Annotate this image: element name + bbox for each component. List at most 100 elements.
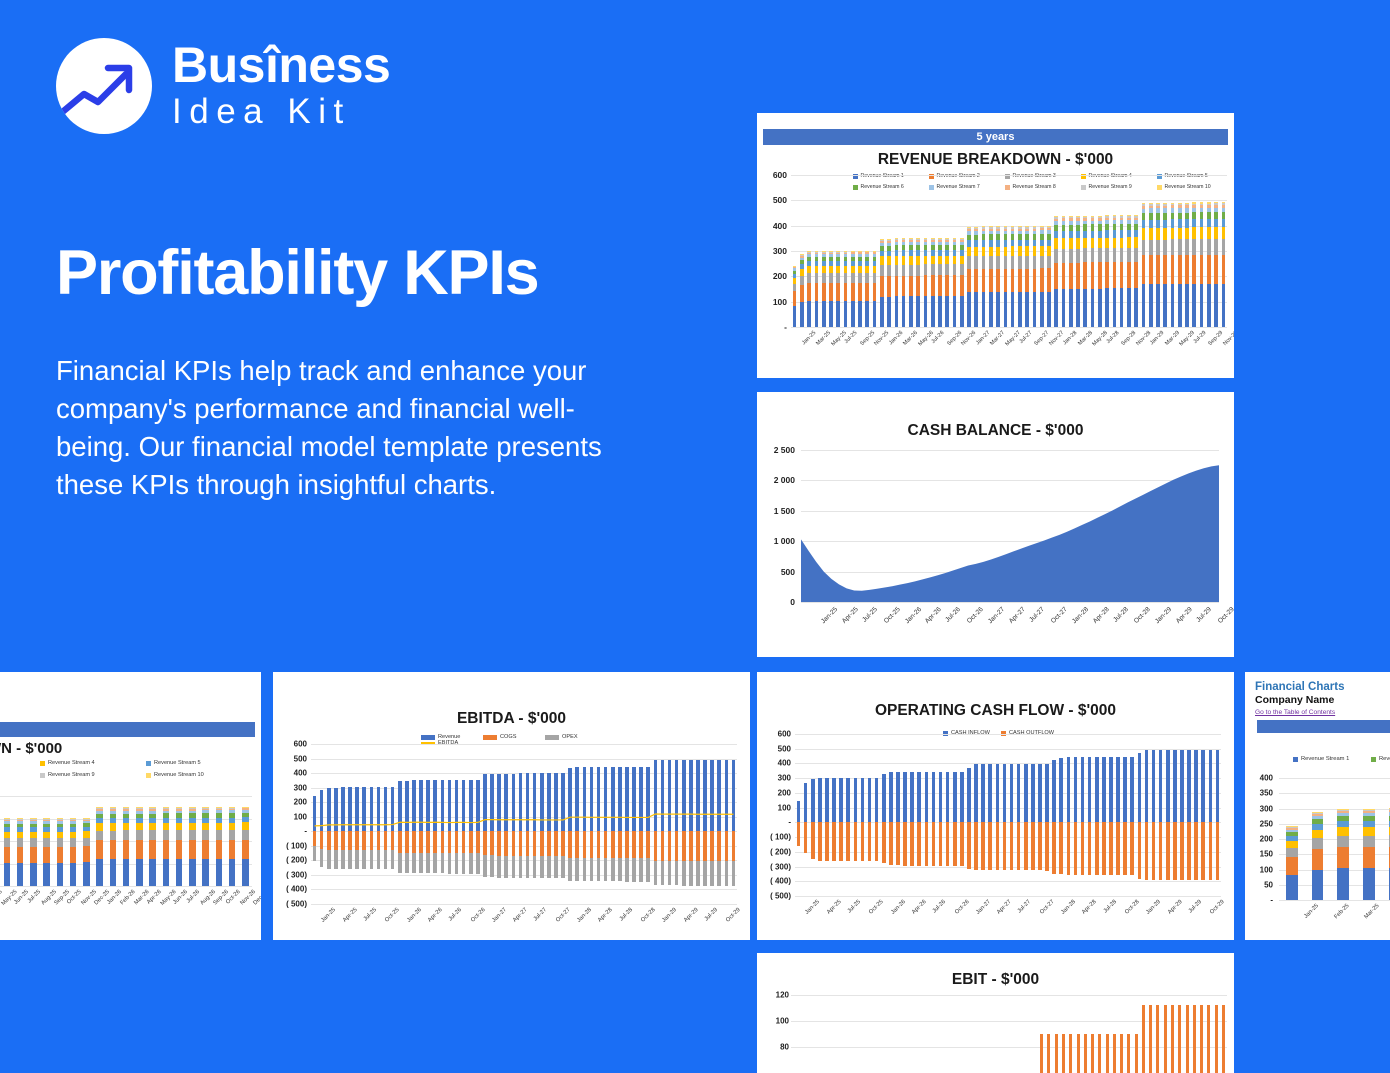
bar-segment — [1221, 212, 1226, 219]
bar-segment — [938, 275, 942, 297]
bar-segment — [1076, 224, 1080, 231]
bar — [639, 766, 643, 832]
bar-segment — [974, 226, 979, 228]
y-axis-tick-label: 100 — [1259, 865, 1273, 874]
bar-segment — [122, 858, 130, 886]
bar-segment — [1148, 255, 1153, 285]
bar — [1127, 1034, 1131, 1073]
legend-swatch-icon — [146, 772, 151, 778]
bar-segment — [96, 840, 103, 859]
table-of-contents-link[interactable]: Go to the Table of Contents — [1255, 709, 1336, 716]
bar — [518, 855, 523, 878]
bar-segment — [109, 830, 117, 841]
bar-segment — [923, 275, 928, 297]
gridline — [1279, 854, 1390, 856]
bar-segment — [1337, 815, 1350, 821]
bar — [596, 858, 601, 882]
bar — [938, 772, 943, 823]
bar-segment — [792, 265, 797, 267]
bar-segment — [974, 227, 979, 229]
bar — [703, 831, 707, 862]
legend-label: Revenue Stream 6 — [1379, 756, 1390, 762]
bar — [547, 855, 551, 878]
bar-segment — [1090, 230, 1095, 238]
gridline — [311, 773, 737, 775]
bar — [461, 831, 466, 853]
stacked-bar — [96, 807, 103, 886]
bar-segment — [1192, 219, 1197, 228]
bar-segment — [989, 268, 993, 293]
legend-item: Revenue Stream 4 — [40, 760, 146, 766]
bar-segment — [1068, 262, 1073, 289]
bar-segment — [814, 254, 819, 258]
bar — [355, 849, 359, 869]
bar-segment — [228, 840, 236, 859]
bar-segment — [1311, 814, 1324, 817]
bar — [504, 773, 509, 832]
bar-segment — [16, 846, 24, 863]
bar — [1137, 822, 1142, 879]
bar — [1105, 1034, 1109, 1073]
bar-segment — [1185, 219, 1189, 228]
bar-segment — [814, 282, 819, 301]
bar-segment — [836, 251, 841, 253]
bar-segment — [1010, 255, 1015, 269]
bar — [639, 858, 643, 882]
legend-swatch-icon — [1081, 184, 1086, 190]
bar — [1038, 763, 1042, 823]
bar-segment — [3, 818, 11, 819]
bar-segment — [1221, 205, 1226, 208]
bar — [825, 822, 829, 862]
bar — [653, 861, 658, 886]
bar-segment — [1047, 228, 1051, 231]
bar-segment — [1018, 246, 1022, 256]
bar — [832, 777, 836, 823]
bar-segment — [807, 273, 811, 283]
bar-segment — [1156, 212, 1160, 220]
bar-segment — [1192, 207, 1197, 213]
bar-segment — [1185, 239, 1189, 255]
chart-legend: Revenue COGS OPEX EBITDA — [421, 734, 611, 746]
bar-segment — [1112, 288, 1117, 327]
bar — [1052, 822, 1056, 874]
ribbon-bar — [1257, 720, 1390, 733]
bar-segment — [836, 266, 841, 274]
chart-plot-area: Jan-25Feb-25Mar-25Apr-25May-25Jun-25Jul-… — [0, 672, 261, 940]
bar-segment — [1127, 248, 1131, 263]
bar-segment — [1170, 205, 1175, 209]
x-axis-tick-label: Apr-25 — [825, 899, 843, 916]
bar — [1073, 822, 1078, 875]
bar-segment — [1141, 239, 1146, 256]
y-axis-tick-label: 80 — [780, 1042, 789, 1052]
bar-segment — [843, 273, 848, 283]
bar-segment — [1054, 221, 1059, 225]
bar-segment — [865, 282, 870, 301]
bar-segment — [858, 300, 862, 327]
bar-segment — [996, 240, 1000, 247]
bar-segment — [242, 817, 249, 823]
bar-segment — [149, 858, 156, 886]
bar-segment — [1311, 869, 1324, 900]
bar-segment — [1098, 237, 1102, 249]
x-axis-tick-label: Apr-28 — [597, 907, 614, 924]
bar-segment — [1163, 227, 1168, 240]
y-axis-tick-label: 300 — [777, 773, 791, 783]
bar — [860, 777, 865, 823]
bar — [903, 822, 907, 866]
bar-segment — [887, 296, 891, 327]
bar-segment — [1170, 284, 1175, 327]
bar-segment — [242, 839, 249, 859]
bar-segment — [894, 245, 899, 251]
bar-segment — [175, 807, 183, 808]
bar-segment — [162, 807, 170, 809]
bar — [355, 787, 359, 832]
x-axis-tick-label: Jul-29 — [703, 907, 719, 923]
bar-segment — [959, 237, 964, 239]
bar — [383, 831, 388, 850]
bar-segment — [1141, 219, 1146, 228]
bar — [419, 780, 423, 832]
x-axis-tick-label: Nov-29 — [1222, 330, 1234, 348]
bar-segment — [1039, 230, 1044, 235]
bar-segment — [1285, 847, 1298, 858]
bar — [717, 861, 722, 886]
